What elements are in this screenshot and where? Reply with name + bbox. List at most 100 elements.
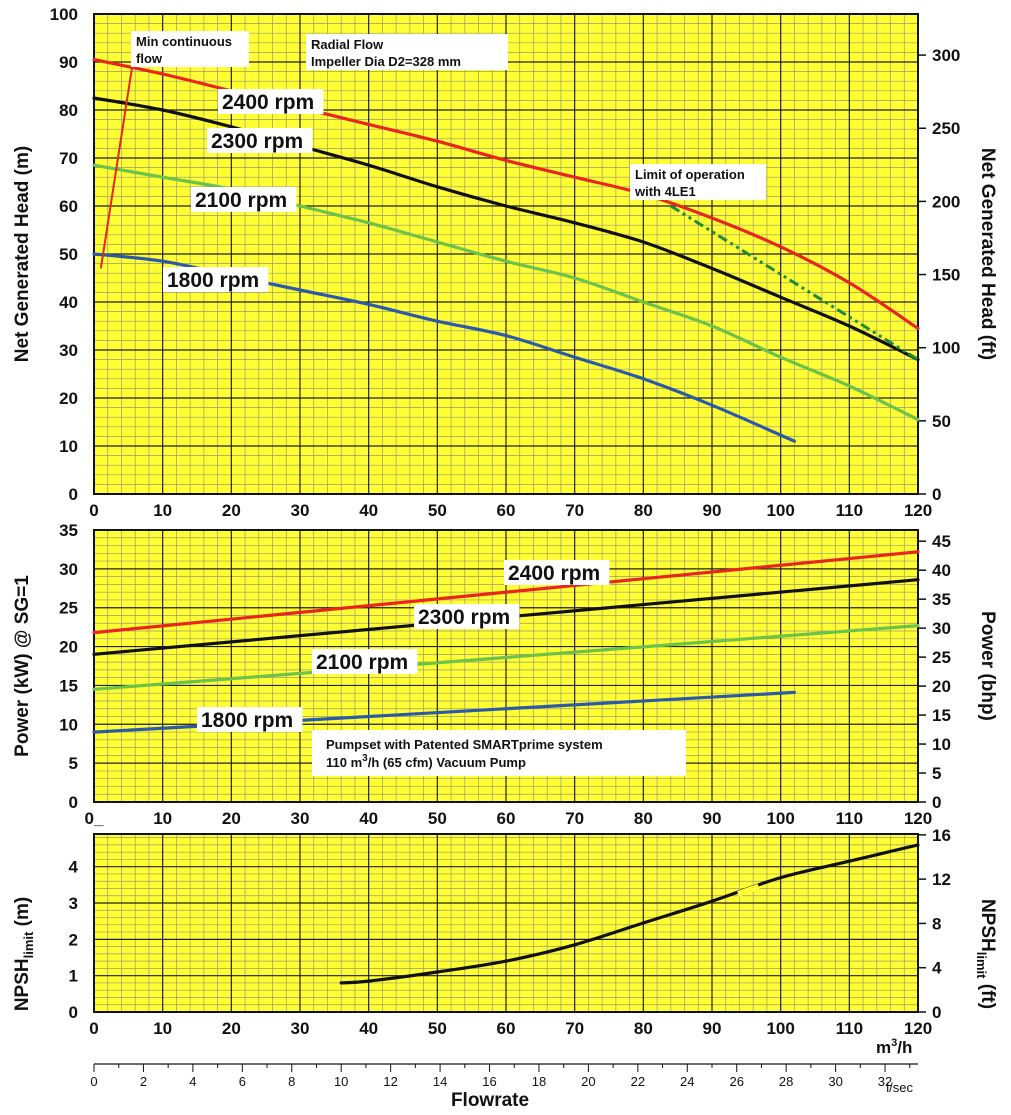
x-tick-label: 110 [836,501,863,520]
x-unit-sup: 3 [891,1037,897,1049]
x-tick-label: 70 [565,501,584,520]
lsec-tick-label: 14 [433,1074,447,1089]
lsec-tick-label: 30 [828,1074,842,1089]
x-tick-label: 50 [428,1019,447,1038]
y-axis-label-npsh-left-main: NPSH [12,958,33,1011]
lsec-tick-label: 24 [680,1074,694,1089]
curve-label-2400-head: 2400 rpm [222,91,314,114]
chart-text: 0 10 20 30 40 50 60 70 80 90 100 110 120010203040506… [12,5,998,1111]
min-flow-line [99,69,133,269]
y-tick-label-right: 4 [932,959,942,978]
y-tick-label-right: 200 [932,192,960,211]
x-axis-title: Flowrate [451,1090,529,1111]
curve-label-2300-power-box [414,604,520,629]
lsec-tick-label: 12 [383,1074,397,1089]
y-tick-label-right: 250 [932,119,960,138]
y-tick-label-left: 2 [69,930,78,949]
y-tick-label-left: 30 [59,341,78,360]
x-tick-label: 30 [291,1019,310,1038]
y-axis-label-npsh-left: NPSHlimit (m) [12,897,36,1011]
curve-label-2100-head-group: 2100 rpm [191,187,297,212]
series-line-head-1 [92,96,920,362]
y-tick-label-left: 5 [69,754,78,773]
npsh-curve-gap [737,883,760,897]
series-line-npsh-0 [339,843,920,985]
lsec-tick-label: 2 [140,1074,147,1089]
y-axis-label-npsh-right-sub: limit [974,952,989,979]
x-tick-label: 90 [703,501,722,520]
pumpset-annotation-2: 110 m3/h (65 cfm) Vacuum Pump [326,753,526,770]
y-tick-label-left: 10 [59,715,78,734]
curve-label-1800-head-box [163,267,269,292]
x-unit-h: /h [897,1038,912,1057]
curve-label-2300-power: 2300 rpm [418,606,510,629]
y-tick-label-right: 5 [932,764,941,783]
impeller-annotation-2: Impeller Dia D2=328 mm [311,54,461,69]
x-tick-label: 110 [836,809,863,828]
x-tick-label: 120 [904,809,932,828]
pumpset-annotation-1: Pumpset with Patented SMARTprime system [326,737,603,752]
lsec-tick-label: 18 [532,1074,546,1089]
y-axis-label-power-left: Power (kW) @ SG=1 [12,575,33,757]
limit-annotation-2: with 4LE1 [634,184,696,199]
lsec-tick-label: 10 [334,1074,348,1089]
y-tick-label-left: 10 [59,437,78,456]
curve-label-2300-power-group: 2300 rpm [414,604,520,629]
y-tick-label-left: 90 [59,53,78,72]
x-tick-label: 70 [565,809,584,828]
x-tick-label: 100 [766,501,794,520]
y-tick-label-right: 45 [932,532,951,551]
curve-label-2400-power-box [504,560,610,585]
lsec-tick-label: 20 [581,1074,595,1089]
y-tick-label-left: 0 [69,1003,78,1022]
impeller-annotation-1: Radial Flow [311,37,384,52]
lsec-tick-label: 28 [779,1074,793,1089]
y-tick-label-left: 40 [59,293,78,312]
y-tick-label-right: 12 [932,870,951,889]
x-unit-m: m [876,1038,891,1057]
pumpset-annotation-2a: 110 m [326,755,362,770]
lsec-tick-label: 22 [631,1074,645,1089]
y-tick-label-right: 150 [932,266,960,285]
curve-label-1800-head-group: 1800 rpm [163,267,269,292]
x-tick-label: 80 [634,501,653,520]
y-tick-label-right: 16 [932,826,951,845]
x-tick-label: 0_ [85,809,104,828]
limit-annotation-box [630,164,766,200]
y-tick-label-left: 70 [59,149,78,168]
pumpset-annotation-box [312,730,686,776]
limit-annotation-1: Limit of operation [635,167,745,182]
x-tick-label: 30 [291,809,310,828]
impeller-annotation-box [306,34,508,70]
x-tick-label: 60 [497,1019,516,1038]
y-tick-label-right: 40 [932,561,951,580]
pumpset-annotation-2sup: 3 [362,753,368,764]
y-axis-label-npsh-right: NPSHlimit (ft) [974,899,998,1009]
min-flow-annotation-2: flow [136,51,163,66]
lsec-tick-label: 26 [729,1074,743,1089]
x-tick-label: 110 [836,1019,863,1038]
y-tick-label-left: 30 [59,560,78,579]
y-tick-label-left: 1 [69,967,78,986]
x-tick-label: 0 [89,501,98,520]
y-tick-label-left: 0 [69,485,78,504]
curve-label-2400-power-group: 2400 rpm [504,560,610,585]
min-flow-annotation-1: Min continuous [136,34,232,49]
lsec-tick-label: 0 [90,1074,97,1089]
x-tick-label: 60 [497,501,516,520]
y-axis-label-power-right: Power (bhp) [977,611,998,721]
y-tick-label-left: 50 [59,245,78,264]
y-tick-label-right: 15 [932,706,951,725]
y-tick-label-right: 35 [932,590,951,609]
x-tick-label: 40 [359,809,378,828]
y-tick-label-left: 3 [69,894,78,913]
y-tick-label-left: 20 [59,389,78,408]
x-tick-label: 60 [497,809,516,828]
y-tick-label-left: 35 [59,521,78,540]
x-tick-label: 40 [359,501,378,520]
lsec-tick-label: 6 [239,1074,246,1089]
y-tick-label-left: 60 [59,197,78,216]
curve-label-1800-power-box [197,707,303,732]
x-tick-label: 80 [634,1019,653,1038]
